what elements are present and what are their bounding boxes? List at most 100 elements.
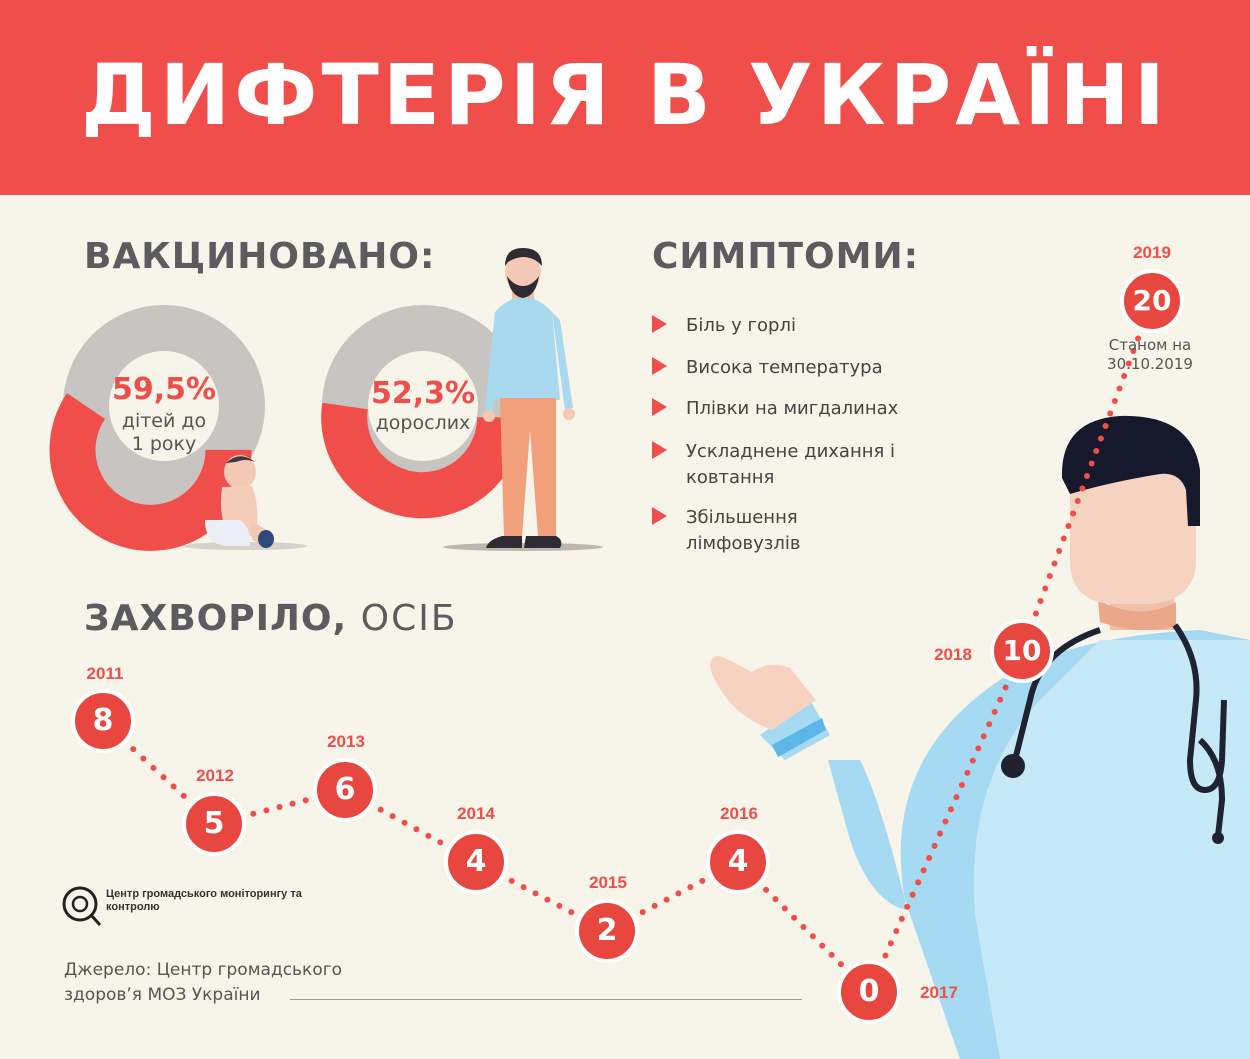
timeline-dot — [1093, 448, 1100, 454]
timeline-dot — [1079, 485, 1086, 492]
timeline-dot — [1051, 560, 1058, 567]
timeline-dot — [675, 890, 682, 897]
timeline-dot — [904, 903, 911, 910]
timeline-dot — [1065, 523, 1072, 529]
timeline-dot — [437, 839, 444, 846]
year-label: 2014 — [457, 804, 495, 823]
timeline-dot — [639, 909, 646, 916]
timeline-dot — [763, 886, 770, 893]
timeline-dot — [699, 877, 706, 884]
source-divider — [290, 999, 802, 1000]
timeline-dot — [1046, 573, 1053, 579]
timeline-dot — [800, 924, 807, 930]
triangle-bullet-icon — [652, 507, 667, 525]
timeline-dot — [1111, 398, 1118, 404]
year-label: 2018 — [934, 645, 972, 664]
title-banner — [0, 0, 1250, 195]
timeline-dot — [1135, 335, 1142, 342]
triangle-bullet-icon — [652, 441, 667, 459]
note-2019: Станом на 30.10.2019 — [1107, 336, 1193, 373]
timeline-dot — [302, 797, 309, 804]
man-illustration — [443, 248, 603, 551]
timeline-dot — [180, 792, 187, 799]
timeline-dot — [997, 696, 1004, 703]
timeline-dot — [931, 842, 938, 849]
timeline-dot — [1102, 423, 1109, 429]
timeline-dot — [1032, 610, 1039, 617]
timeline-dot — [651, 902, 658, 909]
timeline-dot — [937, 830, 944, 837]
children-label: дітей до 1 року — [121, 410, 207, 455]
timeline-dot — [289, 800, 296, 807]
cases-node: 0 — [838, 961, 900, 1023]
source-text: Джерело: Центр громадського здоров’я МОЗ… — [64, 960, 343, 1005]
org-name: Центр громадського моніторингу та контро… — [106, 888, 302, 913]
timeline-dot — [130, 746, 137, 753]
timeline-dot — [160, 774, 167, 781]
timeline-dot — [568, 909, 575, 916]
year-label: 2012 — [196, 766, 234, 785]
timeline-dot — [915, 879, 922, 886]
year-label: 2016 — [720, 804, 758, 823]
timeline-dot — [1074, 498, 1081, 504]
timeline-dot — [1084, 473, 1090, 479]
cases-heading-bold: ЗАХВОРІЛО, — [84, 598, 348, 639]
timeline-dot — [150, 764, 157, 771]
doctor-illustration — [710, 415, 1250, 1059]
cases-node: 6 — [314, 759, 376, 821]
cases-heading: ЗАХВОРІЛО, ОСІБ — [84, 598, 458, 639]
timeline-dot — [898, 915, 905, 922]
triangle-bullet-icon — [652, 357, 667, 375]
timeline-dot — [1121, 373, 1128, 379]
timeline-dot — [926, 855, 933, 862]
cases-node: 8 — [72, 690, 134, 752]
timeline-dot — [828, 951, 835, 958]
year-label: 2011 — [86, 664, 124, 683]
timeline-dot — [1037, 598, 1044, 604]
cases-node: 4 — [707, 831, 769, 893]
timeline-dot — [544, 896, 551, 903]
timeline-dot — [1097, 435, 1104, 442]
timeline-dot — [893, 928, 900, 935]
timeline-dot — [532, 890, 539, 897]
cases-node: 2 — [576, 900, 638, 962]
baby-illustration — [183, 455, 307, 550]
timeline-dot — [170, 783, 177, 790]
cases-heading-light: ОСІБ — [360, 598, 458, 639]
timeline-dot — [969, 757, 976, 764]
children-percent: 59,5% — [111, 372, 217, 407]
timeline-dot — [980, 733, 987, 740]
timeline-dot — [508, 877, 515, 884]
timeline-dot — [1107, 410, 1114, 417]
timeline-dot — [781, 905, 788, 912]
timeline-dot — [1056, 548, 1063, 554]
timeline-dot — [1116, 385, 1123, 392]
vaccinated-heading: ВАКЦИНОВАНО: — [84, 236, 436, 277]
timeline-dot — [413, 826, 420, 833]
timeline-dot — [882, 952, 889, 959]
year-label: 2017 — [920, 983, 958, 1002]
timeline-dot — [389, 813, 396, 820]
timeline-dot — [276, 804, 283, 810]
symptom-text: Ускладнене дихання і ковтання — [686, 441, 896, 488]
triangle-bullet-icon — [652, 315, 667, 333]
year-label: 2015 — [589, 873, 627, 892]
cases-node: 4 — [445, 831, 507, 893]
timeline-dot — [1002, 684, 1009, 691]
year-label: 2013 — [327, 732, 365, 751]
timeline-dot — [663, 896, 670, 903]
timeline-dot — [986, 721, 993, 728]
timeline-dot — [263, 807, 270, 814]
timeline-dot — [837, 961, 844, 968]
timeline-dot — [975, 745, 982, 752]
donut-children-arc — [49, 393, 252, 551]
donut-adults-arc — [321, 402, 524, 519]
timeline-dot — [520, 884, 527, 891]
symptom-text: Збільшення лімфовузлів — [686, 507, 801, 554]
timeline-dot — [772, 896, 779, 903]
timeline-dot — [964, 769, 971, 776]
timeline-dot — [401, 819, 408, 826]
timeline-dot — [942, 818, 949, 825]
cases-node: 10 — [991, 620, 1053, 682]
